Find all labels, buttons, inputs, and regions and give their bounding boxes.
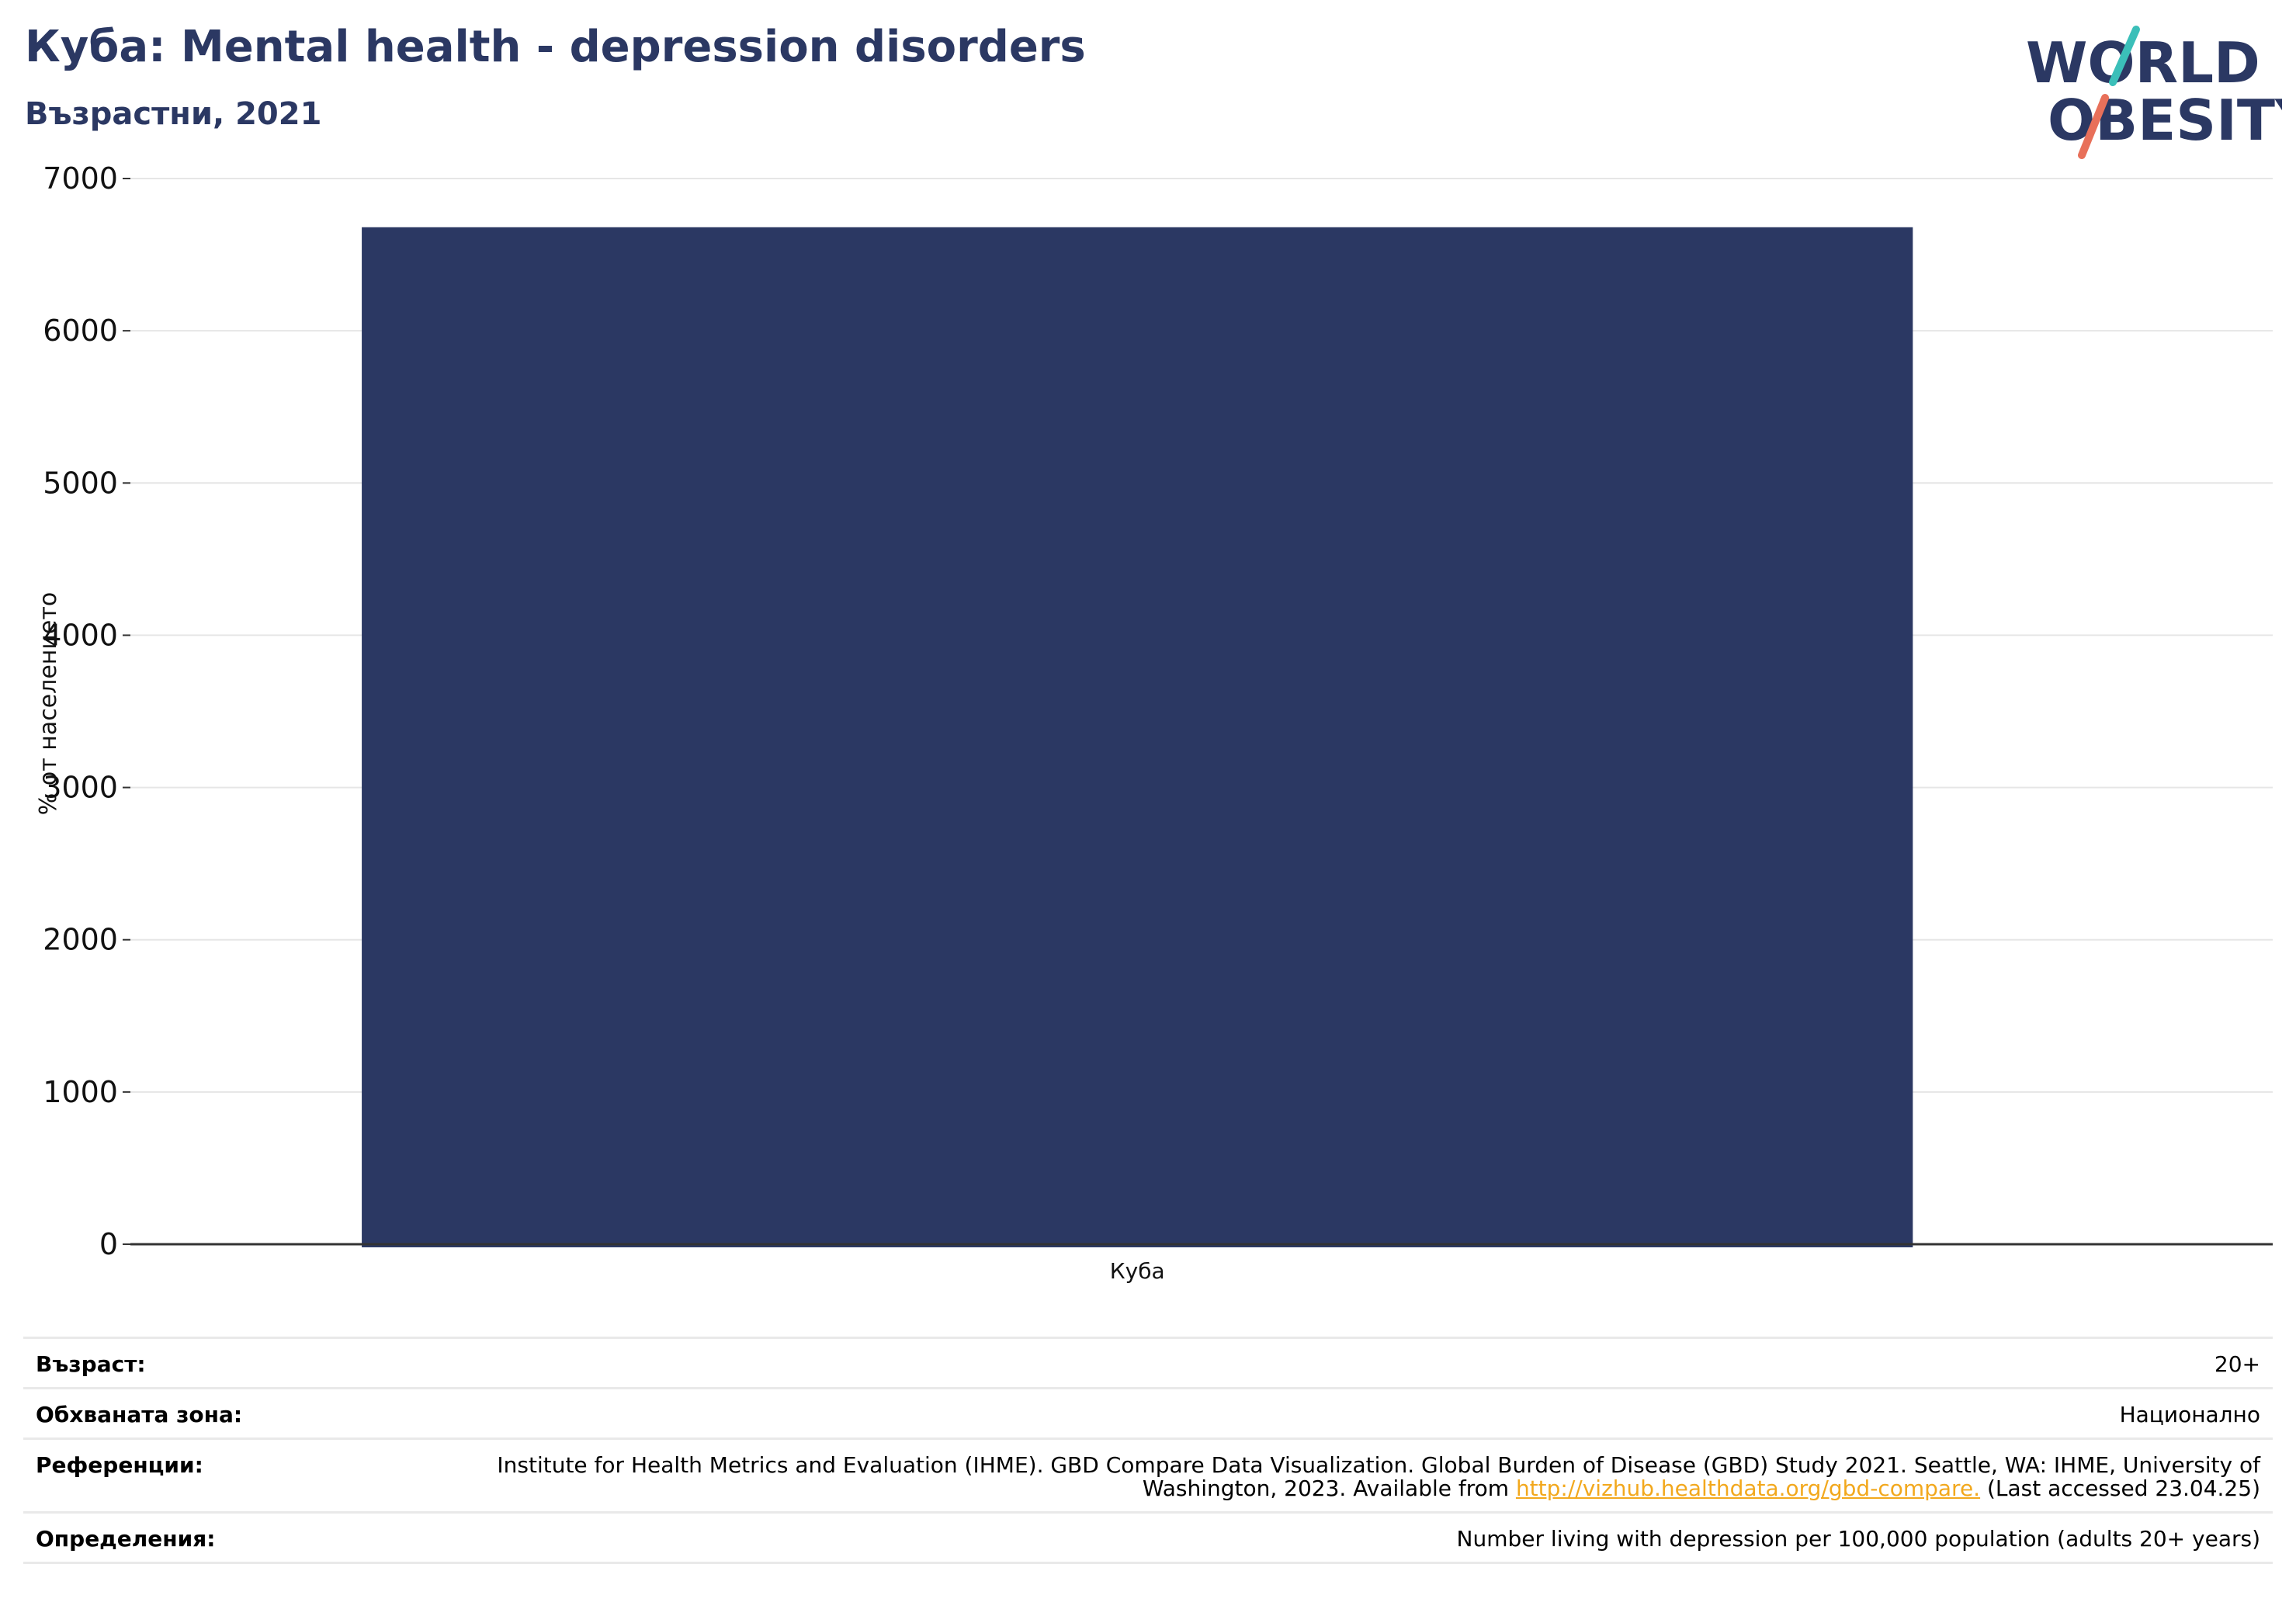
definitions-label: Определения: [36, 1526, 216, 1552]
y-axis-ticks: 0 1000 2000 3000 4000 5000 6000 7000 [43, 161, 130, 1261]
y-tick-label: 5000 [43, 466, 118, 500]
y-tick-label: 7000 [43, 161, 118, 196]
references-text: Institute for Health Metrics and Evaluat… [497, 1452, 2260, 1501]
references-value: Institute for Health Metrics and Evaluat… [436, 1454, 2260, 1500]
references-label: Референции: [36, 1452, 203, 1478]
logo-slash-top [2109, 26, 2140, 86]
chart-title: Куба: Mental health - depression disorde… [25, 22, 1086, 72]
y-axis-label: % от населението [35, 592, 62, 815]
info-row-references: Референции: Institute for Health Metrics… [23, 1437, 2273, 1511]
age-value: 20+ [2214, 1351, 2260, 1377]
y-tick-label: 1000 [43, 1075, 118, 1109]
bar-chart: 0 1000 2000 3000 4000 5000 6000 7000 Куба % от … [35, 161, 2273, 1284]
world-obesity-logo: WORLD OBESITY [2026, 26, 2282, 159]
info-row-area: Обхваната зона: Национално [23, 1387, 2273, 1437]
y-tick-label: 4000 [43, 618, 118, 652]
area-label: Обхваната зона: [36, 1402, 243, 1427]
references-accessed: (Last accessed 23.04.25) [1980, 1476, 2260, 1501]
logo-line-1: WORLD [2026, 30, 2260, 95]
x-axis-ticks: Куба [1110, 1258, 1165, 1284]
info-table: Възраст: 20+ Обхваната зона: Национално … [23, 1337, 2273, 1564]
y-tick-label: 2000 [43, 923, 118, 957]
chart-subtitle: Възрастни, 2021 [25, 96, 322, 132]
info-row-age: Възраст: 20+ [23, 1337, 2273, 1387]
x-tick-label: Куба [1110, 1258, 1165, 1284]
references-link[interactable]: http://vizhub.healthdata.org/gbd-compare… [1515, 1476, 1981, 1501]
y-tick-label: 3000 [43, 771, 118, 805]
y-tick-label: 0 [99, 1227, 118, 1261]
age-label: Възраст: [36, 1351, 146, 1377]
info-row-definitions: Определения: Number living with depressi… [23, 1511, 2273, 1564]
logo-slash-bottom [2078, 94, 2109, 159]
bar [362, 227, 1913, 1247]
bars [362, 227, 1913, 1247]
area-value: Национално [2119, 1402, 2260, 1427]
definitions-value: Number living with depression per 100,00… [1456, 1526, 2260, 1552]
y-tick-label: 6000 [43, 314, 118, 348]
